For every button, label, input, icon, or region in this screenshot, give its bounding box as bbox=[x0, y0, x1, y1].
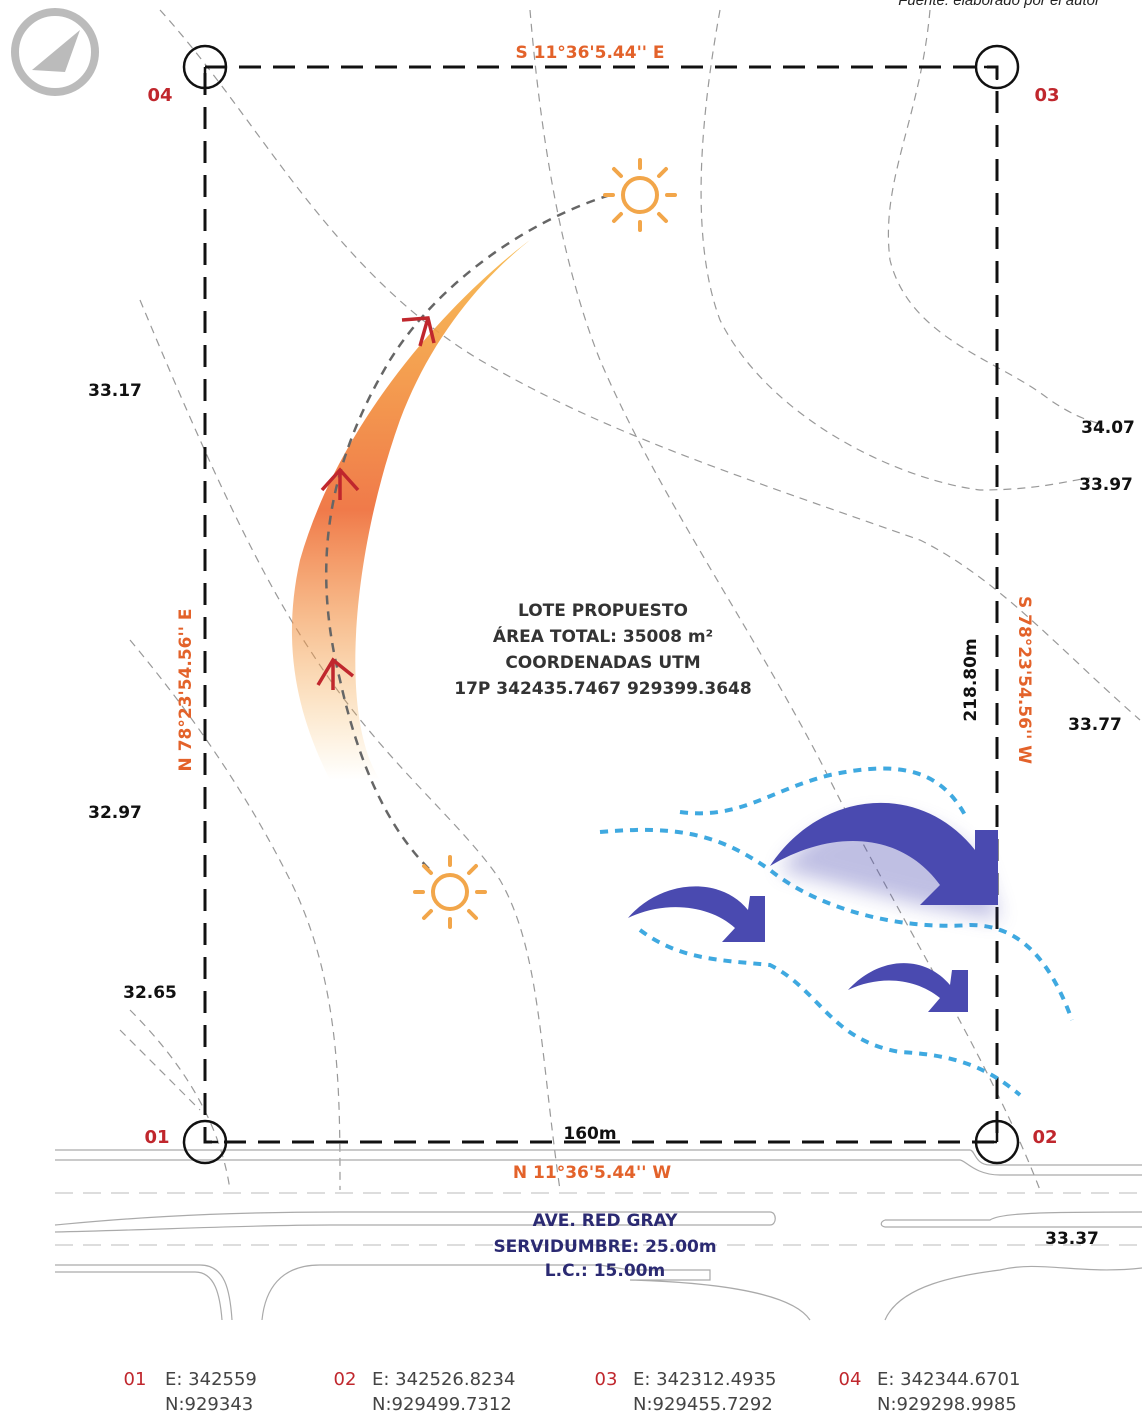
road bbox=[55, 1159, 1142, 1176]
contour-label: 32.65 bbox=[123, 983, 177, 1003]
contour bbox=[887, 9, 1101, 425]
contour-label: 33.37 bbox=[1045, 1229, 1099, 1249]
g-shape bbox=[316, 316, 436, 690]
circle-shape bbox=[182, 44, 228, 90]
path-shape bbox=[316, 657, 355, 690]
coord-n: N:929343 bbox=[165, 1394, 253, 1414]
path-shape bbox=[203, 65, 999, 1144]
contour bbox=[129, 639, 341, 1191]
coord-n: N:929455.7292 bbox=[633, 1394, 773, 1414]
contour-label: 33.17 bbox=[88, 381, 142, 401]
g-shape bbox=[413, 158, 677, 929]
road-lc: L.C.: 15.00m bbox=[545, 1261, 665, 1281]
lot-area: ÁREA TOTAL: 35008 m² bbox=[493, 625, 713, 647]
circle-shape bbox=[182, 1119, 228, 1165]
path-shape bbox=[628, 886, 765, 942]
circle-shape bbox=[11, 8, 99, 96]
dimension: 160m bbox=[563, 1124, 616, 1144]
path-shape bbox=[984, 1129, 999, 1144]
road bbox=[55, 1149, 1142, 1166]
dimension: 218.80m bbox=[961, 638, 981, 721]
coordinates: 01 E: 342559 N:929343 02 E: 342526.8234 … bbox=[124, 1369, 1021, 1414]
coord-n: N:929298.9985 bbox=[877, 1394, 1017, 1414]
road-easement: SERVIDUMBRE: 25.00m bbox=[493, 1237, 716, 1257]
circle-shape bbox=[974, 44, 1020, 90]
coord-id: 02 bbox=[334, 1369, 357, 1390]
coord-e: E: 342344.6701 bbox=[877, 1369, 1020, 1390]
road bbox=[880, 1211, 1142, 1228]
path-shape bbox=[320, 467, 360, 500]
path-shape bbox=[848, 963, 968, 1012]
bearing: N 78°23'54.56'' E bbox=[176, 609, 196, 772]
contour-label: 34.07 bbox=[1081, 418, 1135, 438]
contour-label: 32.97 bbox=[88, 803, 142, 823]
road bbox=[884, 1265, 1142, 1321]
coord-e: E: 342559 bbox=[165, 1369, 257, 1390]
contour bbox=[119, 1029, 201, 1111]
lot-title: LOTE PROPUESTO bbox=[518, 601, 688, 621]
lot-coords: 17P 342435.7467 929399.3648 bbox=[454, 679, 751, 699]
contour bbox=[529, 9, 1041, 1191]
circle-shape bbox=[974, 1119, 1020, 1165]
decor bbox=[11, 8, 1142, 1321]
coord-e: E: 342526.8234 bbox=[372, 1369, 515, 1390]
path-shape bbox=[770, 802, 998, 905]
bearing: S 78°23'54.56'' W bbox=[1014, 596, 1034, 764]
circle-shape bbox=[621, 176, 659, 214]
contour bbox=[139, 299, 561, 1191]
corner-label: 03 bbox=[1034, 85, 1059, 106]
source-note: Fuente: elaborado por el autor bbox=[898, 0, 1101, 9]
road bbox=[261, 1264, 811, 1321]
path-shape bbox=[401, 316, 436, 347]
coord-id: 04 bbox=[839, 1369, 862, 1390]
coord-n: N:929499.7312 bbox=[372, 1394, 512, 1414]
bearing: S 11°36'5.44'' E bbox=[515, 43, 664, 63]
corner-label: 02 bbox=[1032, 1127, 1057, 1148]
corner-label: 01 bbox=[144, 1127, 169, 1148]
wind bbox=[599, 827, 1074, 1021]
contour-label: 33.97 bbox=[1079, 475, 1133, 495]
path-shape bbox=[984, 65, 999, 80]
contour bbox=[129, 1009, 231, 1191]
path-shape bbox=[324, 193, 611, 871]
path-shape bbox=[32, 30, 80, 72]
lot-coords-title: COORDENADAS UTM bbox=[505, 653, 700, 673]
bearing: N 11°36'5.44'' W bbox=[513, 1163, 671, 1183]
path-shape bbox=[603, 158, 677, 232]
path-shape bbox=[203, 1129, 218, 1144]
path-shape bbox=[413, 855, 487, 929]
corner-label: 04 bbox=[147, 85, 172, 106]
contour-label: 33.77 bbox=[1068, 715, 1122, 735]
wind bbox=[679, 766, 967, 816]
coord-e: E: 342312.4935 bbox=[633, 1369, 776, 1390]
circle-shape bbox=[431, 873, 469, 911]
coord-id: 01 bbox=[124, 1369, 147, 1390]
wind bbox=[638, 928, 1022, 1097]
road bbox=[55, 1264, 233, 1321]
path-shape bbox=[291, 240, 530, 780]
road-name: AVE. RED GRAY bbox=[533, 1211, 678, 1231]
coord-id: 03 bbox=[595, 1369, 618, 1390]
contour bbox=[700, 9, 1091, 491]
road bbox=[54, 1211, 776, 1233]
path-shape bbox=[203, 65, 218, 80]
